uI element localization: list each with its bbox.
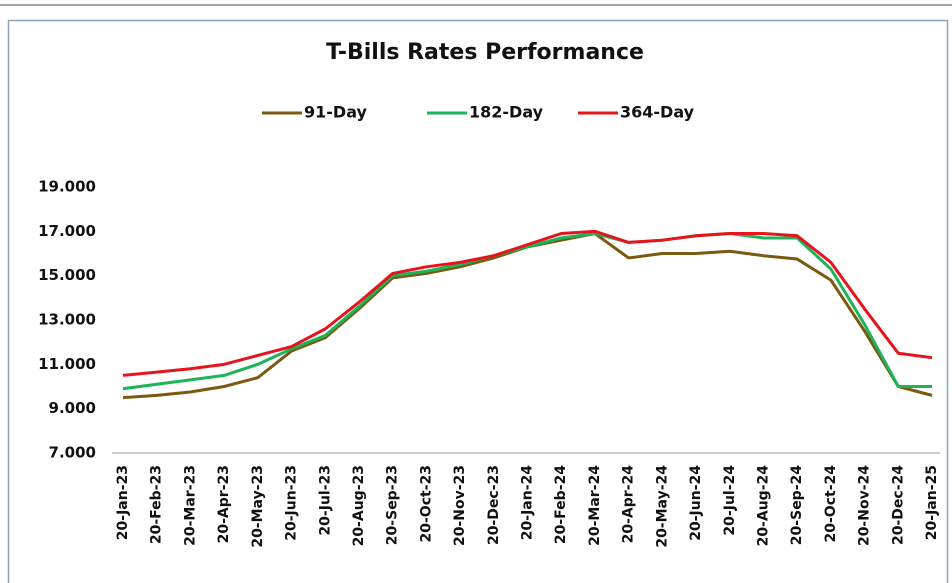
x-tick-label: 20-Nov-24 [857, 465, 873, 546]
series-line [122, 232, 932, 391]
x-tick-label: 20-Dec-23 [486, 465, 502, 545]
x-tick-label: 20-Mar-23 [182, 465, 198, 546]
y-tick-label: 13.000 [38, 311, 96, 329]
x-tick-label: 20-Feb-23 [149, 465, 165, 544]
x-tick-label: 20-Jun-23 [284, 465, 300, 541]
y-tick-label: 19.000 [38, 178, 96, 196]
chart-frame [7, 19, 949, 583]
legend-label: 364-Day [620, 103, 695, 122]
x-tick-label: 20-Jan-25 [924, 465, 940, 540]
x-tick-label: 20-Jul-23 [317, 465, 333, 536]
x-tick-label: 20-May-24 [654, 465, 670, 548]
x-tick-label: 20-Apr-23 [216, 465, 232, 543]
x-tick-label: 20-Mar-24 [587, 465, 603, 546]
x-tick-label: 20-May-23 [250, 465, 266, 548]
legend-label: 182-Day [469, 103, 544, 122]
x-tick-label: 20-Nov-23 [452, 465, 468, 546]
x-tick-label: 20-Aug-24 [755, 465, 771, 547]
x-tick-label: 20-Sep-23 [385, 465, 401, 545]
series-line [122, 229, 933, 377]
y-tick-label: 15.000 [38, 266, 96, 284]
x-tick-label: 20-Jan-23 [115, 465, 131, 540]
x-tick-label: 20-Apr-24 [621, 465, 637, 544]
legend-label: 91-Day [304, 103, 367, 122]
x-tick-label: 20-Oct-23 [418, 465, 434, 542]
y-tick-label: 17.000 [38, 222, 96, 240]
y-tick-label: 9.000 [49, 399, 96, 417]
y-tick-label: 7.000 [49, 444, 96, 462]
x-tick-label: 20-Feb-24 [553, 465, 569, 544]
x-tick-label: 20-Jan-24 [520, 465, 536, 540]
chart-title: T-Bills Rates Performance [326, 40, 644, 65]
x-tick-label: 20-Jun-24 [688, 465, 704, 541]
x-tick-label: 20-Jul-24 [722, 465, 738, 536]
x-tick-label: 20-Oct-24 [823, 465, 839, 543]
x-tick-label: 20-Sep-24 [789, 465, 805, 545]
x-tick-label: 20-Aug-23 [351, 465, 367, 546]
y-tick-label: 11.000 [38, 355, 96, 373]
x-tick-label: 20-Dec-24 [890, 465, 906, 545]
